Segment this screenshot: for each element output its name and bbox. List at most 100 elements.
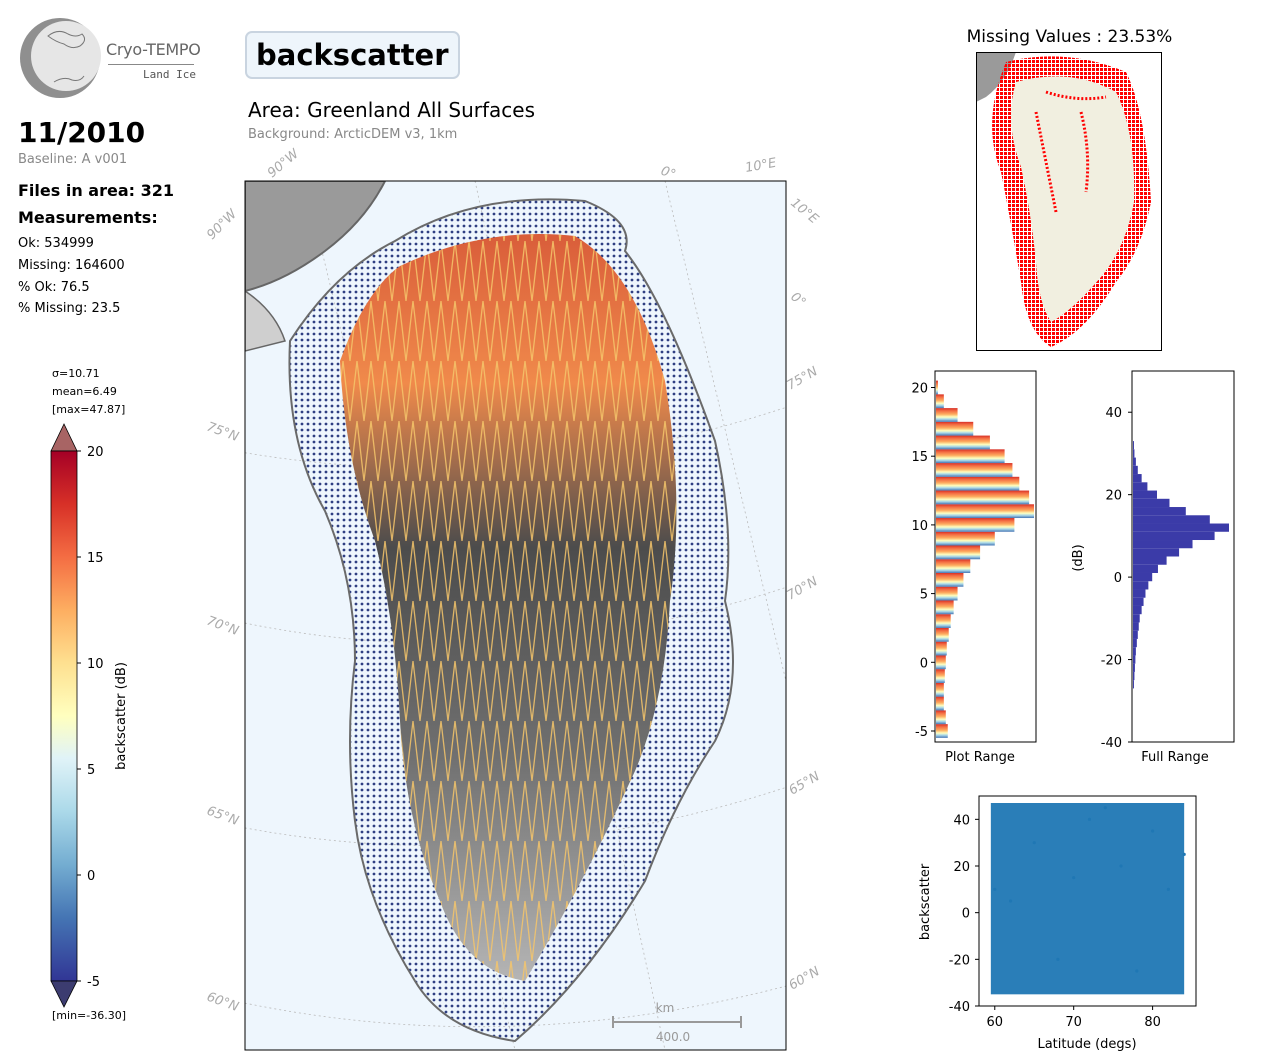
hist1-bar <box>936 600 954 615</box>
lon-label-10e-top: 10°E <box>744 156 778 176</box>
lat-label-65-right: 65°N <box>787 769 823 799</box>
hist1-bar <box>936 518 1015 532</box>
hist1-bar <box>936 669 945 683</box>
scatter-point <box>1151 829 1155 833</box>
scatter-marks <box>990 803 1186 995</box>
hist2-xlabel: Full Range <box>1141 750 1209 765</box>
hist1-ticks: -5 0 5 10 15 20 <box>911 381 935 740</box>
scalebar-value: 400.0 <box>656 1030 690 1044</box>
full-range-histogram: -40 -20 0 20 40 Full Range (dB) <box>1071 370 1235 765</box>
scatter-point <box>1166 887 1170 891</box>
hist2-tick-label: -20 <box>1101 654 1122 669</box>
scatter-xtick-label: 80 <box>1144 1015 1161 1030</box>
hist2-bar <box>1133 449 1135 458</box>
cbar-stat-mean: mean=6.49 <box>52 385 117 398</box>
cbar-ticks: 20 15 10 5 0 -5 <box>77 445 104 990</box>
area-label: Area: Greenland All Surfaces <box>248 98 535 122</box>
scatter-frame <box>978 795 1197 1007</box>
lon-label-90w-top: 90°W <box>265 146 303 181</box>
lat-label-70-right: 70°N <box>785 574 821 604</box>
hist2-bar <box>1133 572 1153 582</box>
hist1-bar <box>936 531 995 546</box>
map-frame <box>244 180 787 1051</box>
logo-subtitle: Land Ice <box>143 68 196 81</box>
period-date: 11/2010 <box>18 116 146 149</box>
logo-title: Cryo-TEMPO <box>106 40 201 59</box>
hist1-bar <box>936 463 1013 477</box>
hist2-bar <box>1133 498 1170 508</box>
scatter-point <box>1008 899 1013 903</box>
graticule-lon-2 <box>664 181 786 682</box>
colorbar: σ=10.71 mean=6.49 [max=47.87] 20 15 10 5 0 -5… <box>50 367 129 1022</box>
hist2-bar <box>1133 457 1136 466</box>
scatter-xtick-label: 60 <box>987 1015 1004 1030</box>
scatter-point <box>1135 969 1139 973</box>
hist1-bar <box>936 696 944 711</box>
background-label: Background: ArcticDEM v3, 1km <box>248 127 458 142</box>
satellite-tracks <box>340 234 677 981</box>
scatter-ticks: -40 -20 0 20 40 60 70 80 <box>949 813 1161 1030</box>
cbar-gradient <box>50 450 78 982</box>
hist2-bar <box>1133 465 1138 475</box>
hist1-bar <box>936 586 958 601</box>
hist2-tick-label: -40 <box>1101 736 1122 751</box>
hist1-tick-label: 15 <box>911 450 928 465</box>
hist1-bars <box>936 380 1034 738</box>
lat-label-60-left-outer: 60°N <box>205 990 241 1015</box>
hist2-bar <box>1133 564 1158 573</box>
missing-values-map <box>976 52 1162 351</box>
lon-label-0-right: 0° <box>787 290 808 311</box>
files-count: Files in area: 321 <box>18 181 174 200</box>
hist2-frame <box>1131 370 1235 743</box>
scatter-ytick-label: 40 <box>953 813 970 828</box>
hist2-ticks: -40 -20 0 20 40 <box>1101 406 1132 751</box>
hist2-bar <box>1133 647 1136 656</box>
hist1-bar <box>936 476 1020 491</box>
scatter-point <box>1032 841 1036 845</box>
hist1-bar <box>936 724 948 738</box>
hist2-bar <box>1133 663 1135 672</box>
hist2-bar <box>1133 638 1137 648</box>
pct-missing: % Missing: 23.5 <box>18 301 121 316</box>
hist1-bar <box>936 710 946 725</box>
ok-count: Ok: 534999 <box>18 236 94 251</box>
lat-label-75-left-outer: 75°N <box>205 420 241 445</box>
scatter-ytick-label: -20 <box>949 953 970 968</box>
hist2-bar <box>1133 671 1135 681</box>
scatter-point <box>1119 864 1123 868</box>
minimap-land <box>1011 76 1135 322</box>
scatter-ytick-label: 20 <box>953 860 970 875</box>
lat-label-70-left-outer: 70°N <box>205 614 241 639</box>
hist1-bar <box>936 504 1034 519</box>
cbar-max-extension <box>50 423 78 452</box>
hist2-bar <box>1133 540 1193 549</box>
scatter-point <box>1072 876 1076 880</box>
scatter-point <box>1056 957 1060 961</box>
hist1-bar <box>936 490 1030 505</box>
lat-label-75-right: 75°N <box>785 364 821 394</box>
cbar-stat-sigma: σ=10.71 <box>52 367 100 380</box>
missing-values-title: Missing Values : 23.53% <box>966 27 1173 47</box>
hist2-bar <box>1133 531 1215 541</box>
hist2-bar <box>1133 655 1136 664</box>
scatter-point <box>993 887 997 891</box>
missing-count: Missing: 164600 <box>18 258 125 273</box>
hist1-tick-label: 0 <box>920 656 928 671</box>
ellesmere-west <box>245 290 286 352</box>
hist1-bar <box>936 435 990 450</box>
scatter-ytick-label: -40 <box>949 1000 970 1015</box>
hist1-bar <box>936 655 946 670</box>
scatter-ylabel: backscatter <box>918 863 933 940</box>
lon-label-10e-right: 10°E <box>787 196 821 228</box>
hist2-bar <box>1133 622 1139 631</box>
hist2-ylabel: (dB) <box>1071 544 1086 571</box>
latitude-scatter: -40 -20 0 20 40 60 70 80 Latitude (degs) backsc… <box>918 795 1197 1052</box>
lon-label-90w-left: 90°W <box>204 206 241 243</box>
hist2-tick-label: 0 <box>1114 571 1122 586</box>
logo-divider <box>108 64 194 65</box>
hist2-bar <box>1133 589 1146 598</box>
lat-label-60-right: 60°N <box>787 964 823 994</box>
measurements-title: Measurements: <box>18 208 158 227</box>
lon-label-0-top: 0° <box>659 164 678 183</box>
ellesmere-land <box>245 181 387 293</box>
